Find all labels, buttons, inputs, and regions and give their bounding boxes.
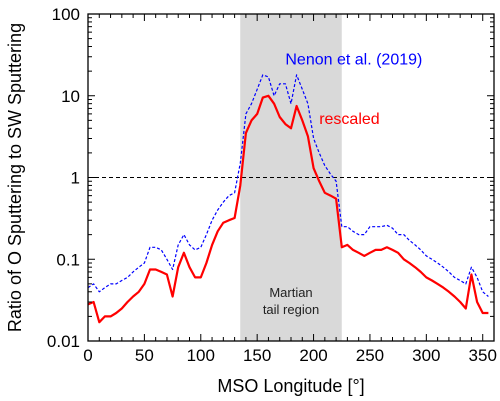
annotation-rescaled: rescaled [319,111,379,128]
x-tick-label: 350 [469,346,497,365]
x-axis-label: MSO Longitude [°] [217,376,364,396]
x-tick-label: 150 [243,346,271,365]
x-tick-label: 300 [412,346,440,365]
y-tick-label: 100 [52,5,80,24]
tick-layer: 0 50 100 150 200 250 300 350 0.01 0.1 1 10 100 [47,5,497,365]
series-line-rescaled [87,94,489,324]
series-layer [87,74,489,324]
y-tick-label: 0.1 [56,250,80,269]
x-tick-label: 50 [135,346,154,365]
x-tick-label: 0 [83,346,92,365]
y-tick-label: 1 [71,169,80,188]
x-tick-label: 250 [356,346,384,365]
series-line-nenon-2019 [87,74,489,297]
x-tick-label: 200 [299,346,327,365]
y-tick-label: 0.01 [47,332,80,351]
y-tick-label: 10 [61,87,80,106]
annotation-nenon: Nenon et al. (2019) [285,52,422,69]
y-axis-label: Ratio of O Sputtering to SW Sputtering [5,23,25,332]
x-tick-label: 100 [187,346,215,365]
region-label-line-2: tail region [263,302,319,317]
region-label-line-1: Martian [269,285,312,300]
